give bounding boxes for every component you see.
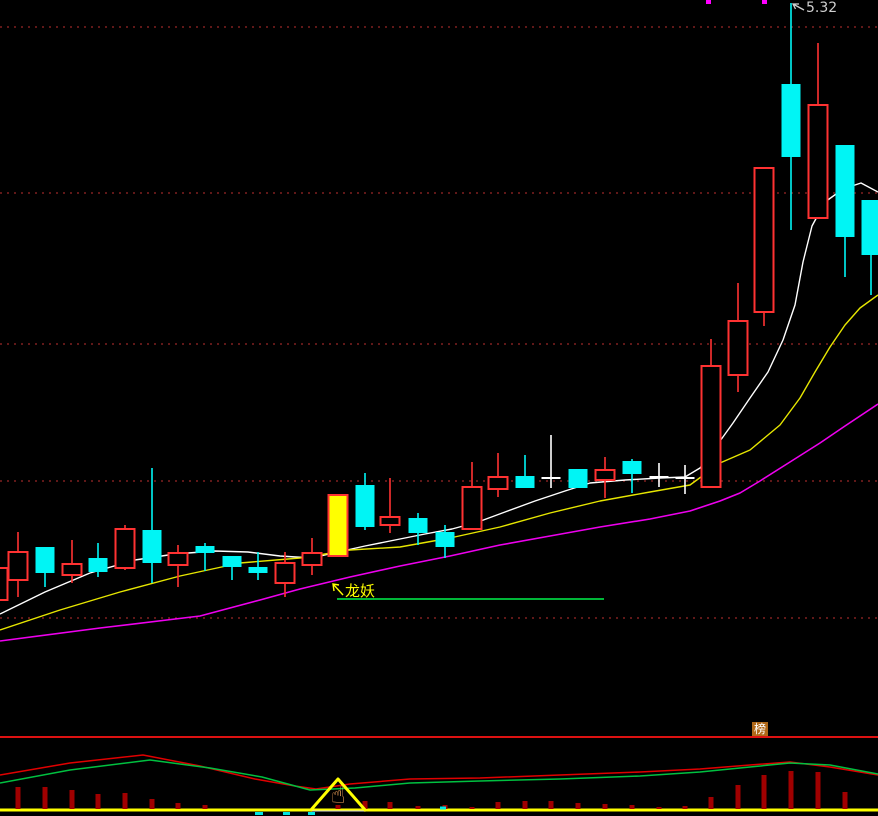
candle-up (167, 552, 189, 566)
top-edge-tick (706, 0, 711, 4)
volume-bar (842, 792, 848, 809)
volume-bar (575, 803, 581, 809)
candle-down (248, 567, 268, 573)
candle-down (435, 532, 455, 547)
signal-triangle-marker (308, 777, 368, 812)
volume-bar (69, 790, 75, 809)
candle-down (568, 469, 588, 488)
candle-up (594, 469, 616, 481)
volume-bar (682, 806, 688, 809)
volume-bar (708, 797, 714, 809)
candle-down (355, 485, 375, 527)
candle-down (408, 518, 428, 533)
volume-bar (629, 805, 635, 809)
ma-magenta (0, 403, 878, 642)
ma-white (0, 182, 878, 615)
volume-bar (175, 803, 181, 809)
candle-up (7, 551, 29, 581)
candle-signal-highlight (327, 494, 349, 557)
candle-down (515, 476, 535, 488)
candle-up (727, 320, 749, 376)
volume-bar (15, 787, 21, 809)
volume-bar (656, 807, 662, 809)
candle-down (195, 546, 215, 553)
peak-price-label: 5.32 (806, 0, 838, 16)
volume-bar (42, 787, 48, 809)
volume-bar (387, 802, 393, 809)
candle-up (700, 365, 722, 488)
top-edge-tick (762, 0, 767, 4)
volume-bar (522, 801, 528, 809)
indicator-red-line (0, 754, 878, 790)
volume-bar (735, 785, 741, 809)
volume-bar (95, 794, 101, 809)
volume-bar (335, 805, 341, 809)
candle-up (114, 528, 136, 569)
volume-bar (815, 772, 821, 809)
volume-bar (122, 793, 128, 809)
hand-pointer-icon[interactable]: ☝ (331, 781, 346, 809)
volume-bar (415, 806, 421, 809)
candle-up (461, 486, 483, 530)
candle-up (61, 563, 83, 576)
candle-down (781, 84, 801, 157)
volume-bar (548, 801, 554, 809)
rank-tab[interactable]: 榜 (752, 722, 769, 736)
volume-bar (362, 801, 368, 809)
candle-up (301, 552, 323, 566)
volume-bar (602, 804, 608, 809)
candle-down (88, 558, 108, 572)
candle-down (222, 556, 242, 567)
candle-up (753, 167, 775, 313)
candle-up (379, 516, 401, 526)
volume-bar (495, 802, 501, 809)
candle-down (142, 530, 162, 563)
candle-down (35, 547, 55, 573)
signal-annotation-label: 龙妖 (345, 582, 376, 600)
volume-bar (788, 771, 794, 809)
candle-down (861, 200, 878, 255)
candle-up (274, 562, 296, 584)
candle-down (835, 145, 855, 237)
volume-bar (761, 775, 767, 809)
ma-yellow (0, 294, 878, 631)
volume-bar (202, 805, 208, 809)
candle-up (807, 104, 829, 219)
candle-up (0, 567, 9, 601)
candle-down (622, 461, 642, 474)
signal-arrow (332, 583, 344, 596)
volume-bar (149, 799, 155, 809)
candle-up (487, 476, 509, 490)
indicator-green-line (0, 759, 878, 791)
volume-bar (469, 807, 475, 809)
peak-price-arrow (791, 3, 805, 11)
